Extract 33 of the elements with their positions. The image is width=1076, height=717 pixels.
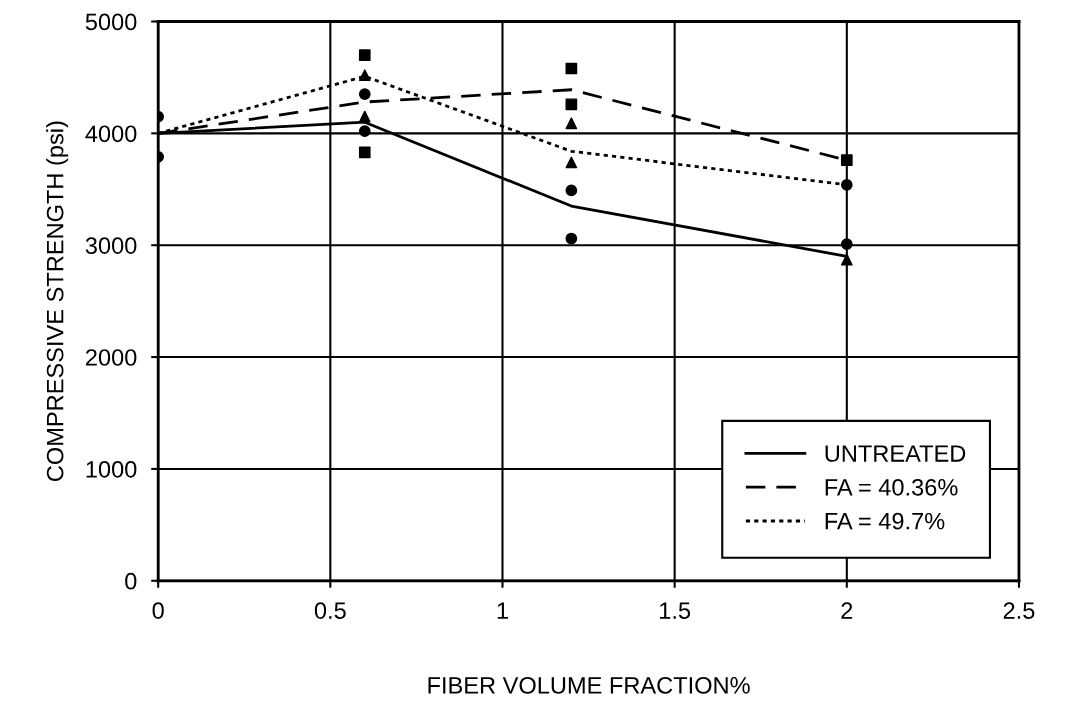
- point: [840, 178, 853, 191]
- y-tick-label: 4000: [85, 125, 137, 143]
- point: [358, 69, 371, 82]
- x-axis-title: FIBER VOLUME FRACTION%: [428, 677, 750, 694]
- point: [358, 110, 371, 123]
- y-tick-label: 5000: [85, 13, 137, 31]
- point: [565, 117, 578, 130]
- point: [565, 232, 578, 245]
- x-tick-label: 0: [152, 602, 164, 619]
- point: [565, 156, 578, 169]
- point: [565, 98, 578, 111]
- legend-label: UNTREATED: [825, 445, 966, 462]
- y-axis-title: COMPRESSIVE STRENGTH (psi): [46, 121, 69, 481]
- point: [565, 62, 578, 75]
- point: [565, 184, 578, 197]
- point: [358, 49, 371, 61]
- y-tick-label: 2000: [86, 349, 137, 366]
- x-tick-label: 2.5: [1003, 602, 1035, 619]
- point: [840, 154, 853, 167]
- x-tick-label: 1: [497, 602, 508, 619]
- point: [358, 88, 371, 101]
- point: [358, 125, 371, 137]
- y-tick-label: 0: [125, 572, 137, 590]
- y-tick-label: 3000: [85, 237, 137, 254]
- point: [840, 253, 853, 266]
- x-tick-label: 2: [841, 602, 853, 619]
- x-tick-label: 0.5: [314, 602, 346, 619]
- legend-label: FA = 49.7%: [825, 512, 945, 530]
- legend-label: FA = 40.36%: [825, 478, 958, 496]
- point: [840, 238, 853, 250]
- x-tick-label: 1.5: [660, 602, 691, 619]
- point: [358, 146, 371, 159]
- y-tick-label: 1000: [86, 460, 137, 478]
